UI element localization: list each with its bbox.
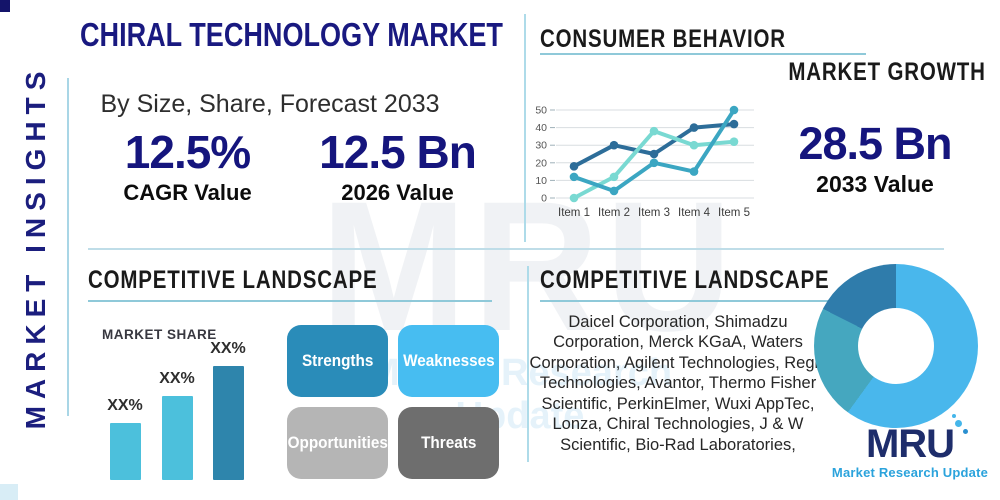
page-title: CHIRAL TECHNOLOGY MARKET	[80, 16, 503, 53]
cagr-label: CAGR Value	[123, 180, 252, 206]
bar-value-label: XX%	[107, 397, 143, 414]
market-share-bar	[110, 423, 141, 480]
swot-grid: Strengths Weaknesses Opportunities Threa…	[287, 325, 499, 479]
base-label: 2026 Value	[341, 180, 454, 206]
logo-text: MRU	[866, 414, 969, 464]
corner-decoration-top	[0, 0, 10, 12]
page-subtitle: By Size, Share, Forecast 2033	[100, 90, 440, 118]
competitive-right-underline	[540, 300, 870, 302]
section-title-consumer-behavior: CONSUMER BEHAVIOR	[540, 25, 786, 53]
swot-strengths: Strengths	[287, 325, 388, 397]
bar-value-label: XX%	[210, 340, 246, 357]
market-share-bar	[213, 366, 244, 480]
sidebar-vertical-label: MARKET INSIGHTS	[20, 64, 51, 430]
corner-decoration-bottom	[0, 484, 18, 500]
svg-text:0: 0	[541, 193, 547, 205]
company-list: Daicel Corporation, Shimadzu Corporation…	[529, 313, 827, 454]
brand-logo: MRU Market Research Update	[828, 414, 992, 480]
svg-text:Item 2: Item 2	[598, 207, 630, 219]
swot-opportunities: Opportunities	[287, 407, 388, 479]
vertical-divider-top	[524, 14, 526, 242]
svg-text:10: 10	[535, 175, 547, 187]
watermark-logo: MRU	[320, 164, 738, 370]
cagr-value: 12.5%	[124, 126, 251, 178]
section-title-competitive-landscape-left: COMPETITIVE LANDSCAPE	[88, 266, 378, 294]
logo-tagline: Market Research Update	[831, 465, 989, 480]
consumer-behavior-underline	[540, 53, 866, 55]
market-growth-line-chart: 0 10 20 30 40 50 Item 1 Item 2 Item 3 Item 4 Item …	[528, 102, 760, 227]
donut-hole	[858, 308, 934, 384]
svg-text:Item 5: Item 5	[718, 207, 750, 219]
stat-2026-value: 12.5 Bn 2026 Value	[310, 128, 485, 206]
swot-weaknesses: Weaknesses	[398, 325, 499, 397]
svg-text:40: 40	[535, 122, 547, 134]
svg-text:50: 50	[535, 105, 547, 117]
droplet-icon	[952, 414, 957, 418]
svg-text:Item 4: Item 4	[678, 207, 711, 219]
droplet-icon	[963, 429, 969, 434]
svg-text:Item 1: Item 1	[558, 207, 590, 219]
droplet-icon	[955, 420, 963, 427]
section-title-competitive-landscape-right: COMPETITIVE LANDSCAPE	[540, 266, 830, 294]
svg-text:20: 20	[535, 157, 547, 169]
line-chart-svg: 0 10 20 30 40 50 Item 1 Item 2 Item 3 Item 4 Item …	[535, 105, 754, 219]
horizontal-divider	[88, 248, 944, 250]
vertical-divider-bottom	[527, 266, 529, 462]
competitive-left-underline	[88, 300, 492, 302]
swot-threats: Threats	[398, 407, 499, 479]
bar-value-label: XX%	[159, 369, 195, 387]
forecast-value: 28.5 Bn	[798, 118, 952, 169]
base-value: 12.5 Bn	[319, 126, 477, 178]
market-share-donut-chart	[814, 264, 978, 428]
market-share-label: MARKET SHARE	[102, 327, 217, 342]
svg-text:30: 30	[535, 140, 547, 152]
forecast-label: 2033 Value	[816, 171, 934, 198]
market-share-bar	[162, 395, 193, 480]
market-share-bar-chart: XX% XX% XX%	[100, 338, 260, 480]
section-subtitle-market-growth: MARKET GROWTH	[788, 58, 986, 86]
stat-cagr: 12.5% CAGR Value	[100, 128, 275, 206]
sidebar-divider-line	[67, 78, 69, 416]
stat-2033-value: 28.5 Bn 2033 Value	[790, 120, 960, 198]
svg-text:Item 3: Item 3	[638, 207, 670, 219]
